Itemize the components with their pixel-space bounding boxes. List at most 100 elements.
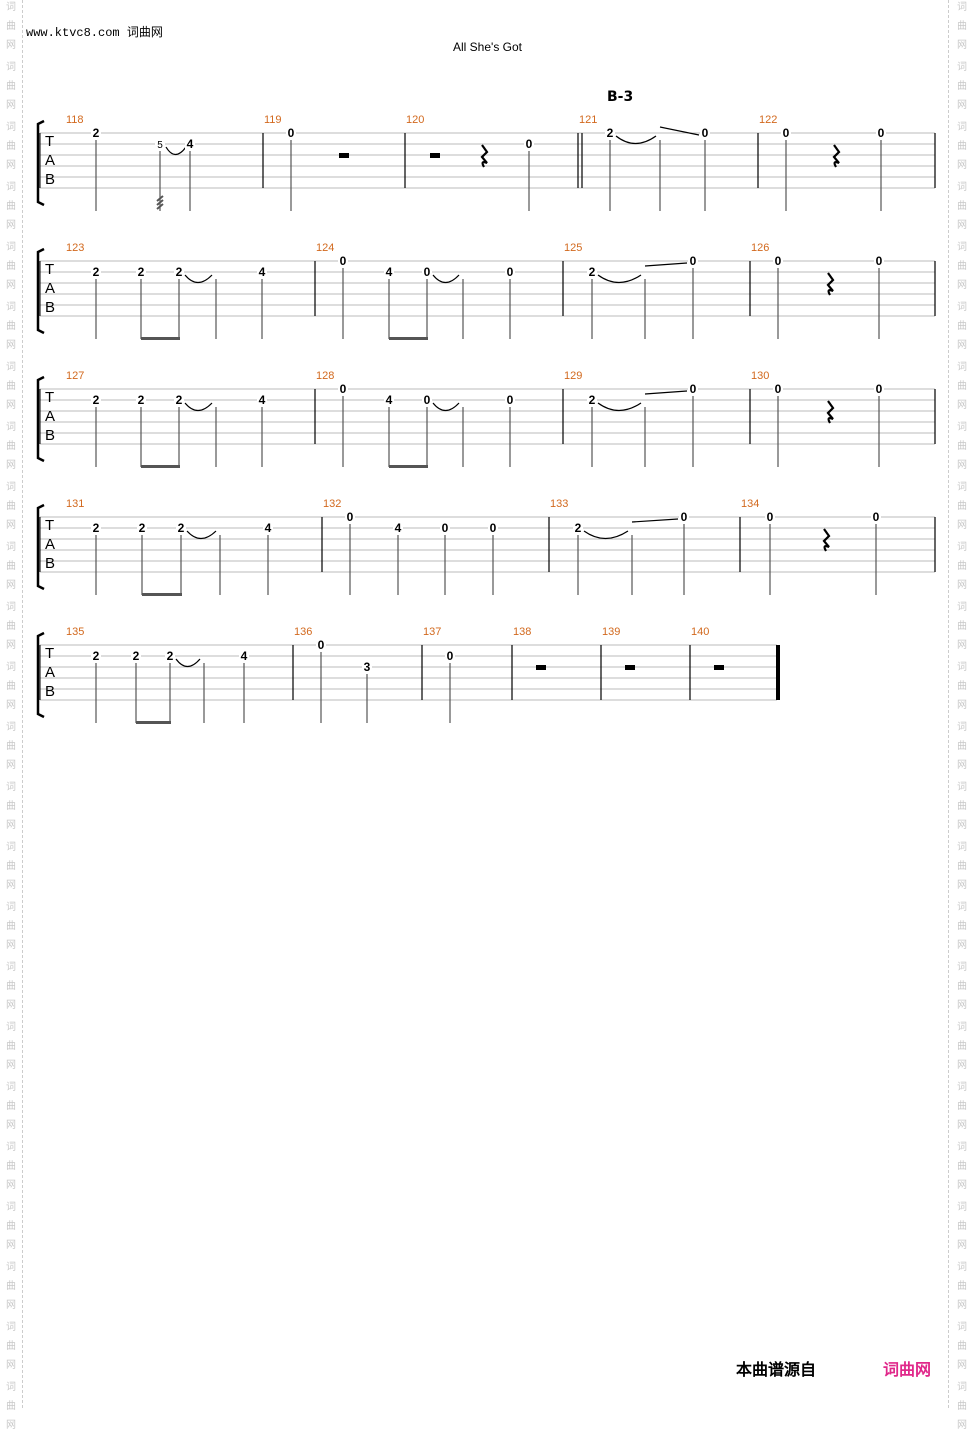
fret-number: 0	[442, 521, 449, 535]
watermark-char: 曲	[6, 981, 16, 992]
fret-bg	[345, 510, 355, 523]
tab-clef-letter: A	[45, 152, 55, 169]
watermark-char: 网	[957, 940, 967, 951]
tremolo-stroke	[156, 203, 164, 210]
fret-number: 0	[288, 126, 295, 140]
quarter-rest	[480, 144, 489, 168]
fret-bg	[445, 649, 455, 662]
song-title: All She's Got	[453, 40, 522, 54]
watermark-char: 词	[6, 1382, 16, 1393]
fret-bg	[700, 126, 710, 139]
fret-bg	[137, 521, 147, 534]
grace-fret-number: 5	[157, 140, 163, 151]
watermark-char: 曲	[6, 1101, 16, 1112]
fret-number: 0	[447, 649, 454, 663]
tab-clef-letter: T	[45, 645, 54, 662]
fret-bg	[263, 521, 273, 534]
fret-number: 4	[259, 265, 266, 279]
measure-number: 121	[579, 114, 597, 126]
beam	[141, 465, 180, 468]
fret-bg	[773, 254, 783, 267]
tab-system: TAB 135 2 2 2 4 136 0 3 137 0 138 139 140	[36, 626, 780, 724]
fret-number: 2	[93, 126, 100, 140]
system-bracket	[36, 631, 45, 719]
watermark-char: 网	[957, 340, 967, 351]
fret-number: 0	[873, 510, 880, 524]
measure-number: 131	[66, 498, 84, 510]
fret-bg	[587, 393, 597, 406]
watermark-char: 词	[957, 662, 967, 673]
fret-number: 0	[340, 382, 347, 396]
beam	[389, 337, 428, 340]
watermark-char: 词	[6, 422, 16, 433]
watermark-char: 曲	[6, 81, 16, 92]
watermark-char: 曲	[957, 381, 967, 392]
measure-number: 123	[66, 242, 84, 254]
watermark-char: 曲	[957, 321, 967, 332]
watermark-char: 词	[6, 242, 16, 253]
watermark-char: 词	[6, 1322, 16, 1333]
fret-number: 2	[589, 265, 596, 279]
slide-line	[644, 262, 688, 267]
fret-bg	[91, 649, 101, 662]
measure-number: 129	[564, 370, 582, 382]
slide-line	[659, 126, 700, 136]
fret-bg	[688, 254, 698, 267]
fret-bg	[155, 137, 165, 150]
watermark-char: 词	[6, 902, 16, 913]
fret-number: 4	[386, 393, 393, 407]
watermark-char: 曲	[957, 501, 967, 512]
tab-clef-letter: T	[45, 389, 54, 406]
fret-number: 0	[681, 510, 688, 524]
watermark-char: 网	[957, 1420, 967, 1431]
fret-bg	[679, 510, 689, 523]
watermark-char: 词	[957, 1022, 967, 1033]
fret-number: 0	[690, 254, 697, 268]
fret-number: 2	[178, 521, 185, 535]
fret-bg	[286, 126, 296, 139]
fret-bg	[393, 521, 403, 534]
fret-number: 0	[876, 382, 883, 396]
fret-bg	[174, 393, 184, 406]
fret-number: 0	[775, 382, 782, 396]
system-bracket	[36, 247, 45, 335]
tie-arc	[184, 402, 213, 412]
watermark-char: 曲	[6, 921, 16, 932]
watermark-char: 曲	[6, 201, 16, 212]
watermark-char: 词	[957, 1202, 967, 1213]
watermark-char: 词	[6, 722, 16, 733]
tie-arc	[615, 135, 657, 145]
fret-number: 0	[767, 510, 774, 524]
watermark-char: 网	[6, 1300, 16, 1311]
measure-number: 126	[751, 242, 769, 254]
watermark-char: 曲	[957, 1161, 967, 1172]
watermark-char: 词	[957, 1382, 967, 1393]
watermark-char: 网	[6, 700, 16, 711]
fret-bg	[91, 521, 101, 534]
watermark-char: 词	[957, 482, 967, 493]
watermark-char: 曲	[6, 1161, 16, 1172]
fret-number: 0	[690, 382, 697, 396]
watermark-char: 词	[6, 1262, 16, 1273]
fret-number: 2	[176, 393, 183, 407]
beam	[142, 593, 182, 596]
fret-number: 0	[507, 393, 514, 407]
watermark-char: 曲	[6, 261, 16, 272]
watermark-char: 词	[957, 1082, 967, 1093]
watermark-char: 网	[6, 100, 16, 111]
fret-number: 2	[589, 393, 596, 407]
fret-bg	[91, 126, 101, 139]
fret-number: 0	[490, 521, 497, 535]
fret-number: 0	[507, 265, 514, 279]
measure-number: 133	[550, 498, 568, 510]
watermark-char: 曲	[6, 561, 16, 572]
tie-arc	[432, 402, 460, 412]
watermark-char: 词	[6, 62, 16, 73]
fret-bg	[573, 521, 583, 534]
watermark-char: 网	[957, 40, 967, 51]
tab-system: TAB 118 2 5 4 119 0 120 0 121 2 0 122 0 0	[36, 114, 936, 211]
measure-number: 127	[66, 370, 84, 382]
tie-arc	[165, 146, 187, 156]
fret-number: 2	[133, 649, 140, 663]
fret-number: 2	[138, 265, 145, 279]
